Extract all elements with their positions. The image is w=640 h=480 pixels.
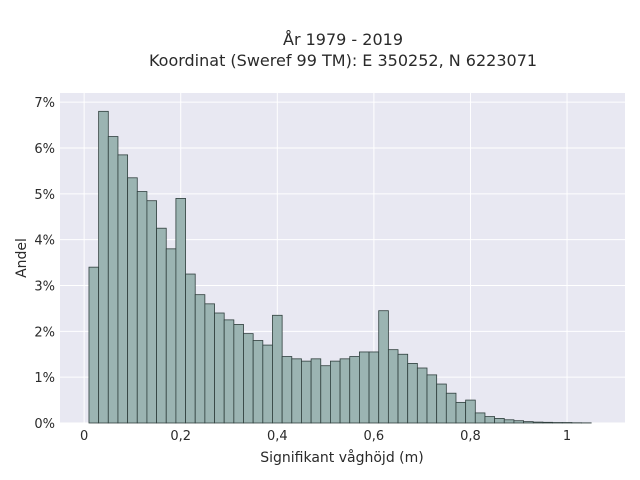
histogram-bar: [416, 367, 428, 424]
histogram-bar: [146, 200, 157, 424]
chart-title-line1: År 1979 - 2019: [283, 30, 403, 49]
histogram-bar: [513, 420, 524, 424]
histogram-bar: [320, 365, 331, 424]
histogram-bar: [387, 349, 399, 424]
histogram-bar: [330, 360, 341, 424]
histogram-bar: [523, 421, 534, 424]
histogram-bar: [214, 312, 225, 424]
histogram-bar: [445, 392, 457, 424]
histogram-bar: [291, 358, 302, 424]
histogram-bar: [368, 351, 380, 424]
histogram-bar: [98, 110, 109, 424]
histogram-bar: [494, 418, 505, 424]
histogram-bar: [243, 333, 254, 424]
y-axis-label: Andel: [14, 238, 30, 278]
histogram-bar: [542, 421, 553, 424]
histogram-bar: [407, 363, 418, 424]
histogram-bar: [359, 351, 370, 424]
histogram-bar: [223, 319, 235, 424]
histogram-bar: [474, 412, 486, 424]
histogram-bar: [165, 248, 177, 424]
histogram-bar: [532, 421, 544, 424]
y-tick-label: 2%: [34, 325, 55, 340]
y-tick-label: 1%: [34, 371, 55, 386]
histogram-bar: [301, 360, 312, 424]
x-axis-label: Signifikant våghöjd (m): [260, 449, 423, 466]
histogram-bar: [175, 198, 186, 424]
y-tick-label: 0%: [34, 417, 55, 432]
y-tick-label: 4%: [34, 234, 55, 249]
histogram-bar: [455, 401, 467, 424]
histogram-bar: [349, 356, 360, 424]
x-tick-label: 0: [80, 429, 88, 444]
y-tick-label: 5%: [34, 188, 55, 203]
histogram-bar: [262, 344, 273, 424]
histogram-bar: [127, 177, 138, 424]
y-tick-label: 6%: [34, 142, 55, 157]
histogram-bar: [397, 353, 409, 424]
histogram-bar: [194, 294, 206, 424]
histogram-bar: [107, 136, 119, 424]
histogram-bar: [484, 416, 496, 424]
histogram-bar: [272, 314, 283, 424]
y-tick-label: 7%: [34, 96, 55, 111]
histogram-bar: [252, 340, 264, 424]
bars: [88, 110, 592, 424]
histogram-bar: [436, 383, 447, 424]
y-tick-label: 3%: [34, 280, 55, 295]
x-tick-label: 0,2: [170, 429, 191, 444]
histogram-bar: [426, 374, 438, 424]
histogram-bar: [136, 191, 148, 424]
chart-title-line2: Koordinat (Sweref 99 TM): E 350252, N 62…: [149, 51, 537, 70]
histogram-bar: [465, 399, 476, 424]
x-tick-labels: 0 0,2 0,4 0,6 0,8 1: [80, 429, 571, 444]
histogram-bar: [204, 303, 215, 424]
histogram-bar: [185, 273, 196, 424]
histogram-bar: [281, 356, 293, 424]
x-tick-label: 0,8: [460, 429, 481, 444]
y-tick-labels: 0% 1% 2% 3% 4% 5% 6% 7%: [34, 96, 55, 432]
histogram-bar: [117, 154, 129, 424]
x-tick-label: 0,6: [364, 429, 385, 444]
histogram-bar: [156, 227, 167, 424]
histogram-bar: [88, 266, 100, 424]
histogram-bar: [310, 358, 322, 424]
x-tick-label: 1: [563, 429, 571, 444]
histogram-bar: [378, 310, 389, 424]
histogram-bar: [503, 419, 515, 424]
histogram-bar: [339, 358, 351, 424]
histogram-bar: [233, 324, 244, 424]
x-tick-label: 0,4: [267, 429, 288, 444]
